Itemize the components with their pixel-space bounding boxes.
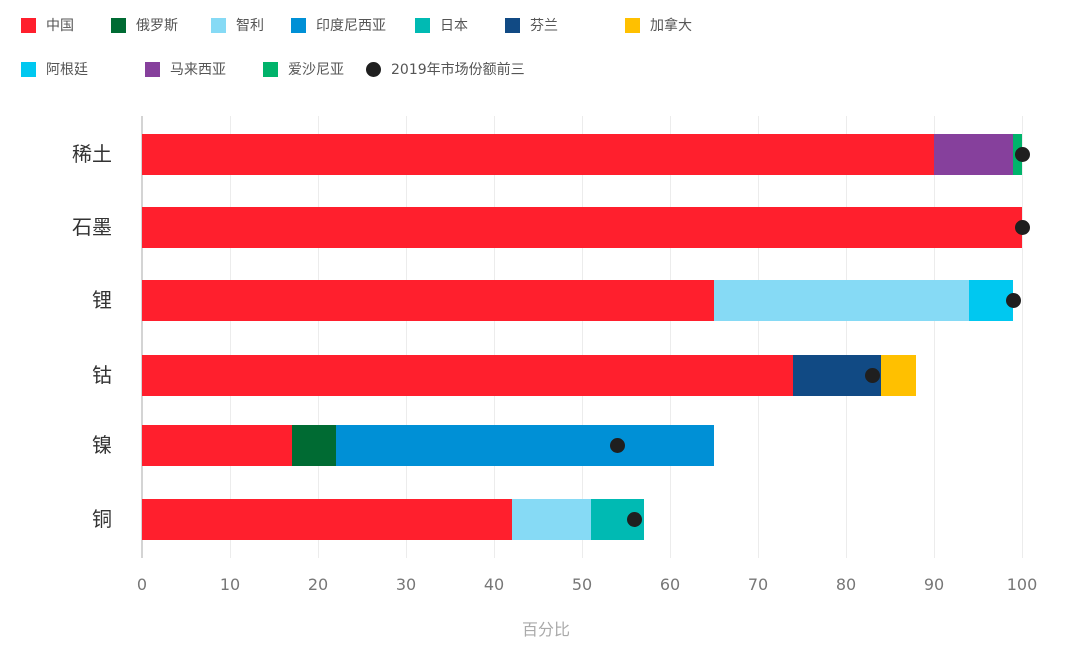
x-axis-title: 百分比 xyxy=(521,620,570,639)
bar-segment[interactable] xyxy=(291,425,336,466)
x-tick-label: 50 xyxy=(571,575,593,594)
legend-label: 中国 xyxy=(46,18,74,34)
legend-label: 爱沙尼亚 xyxy=(288,62,344,78)
legend-swatch-icon xyxy=(111,17,126,33)
gridline xyxy=(582,116,583,558)
legend-label: 智利 xyxy=(236,18,264,34)
top3-marker-icon[interactable] xyxy=(1014,219,1030,235)
gridline xyxy=(1022,116,1023,558)
bar-segment[interactable] xyxy=(142,425,292,466)
legend-item-chile: 智利 xyxy=(211,15,264,35)
category-label: 稀土 xyxy=(72,142,112,166)
legend-label: 阿根廷 xyxy=(46,62,88,78)
gridline xyxy=(230,116,231,558)
bar-segment[interactable] xyxy=(881,355,917,396)
x-tick-label: 20 xyxy=(307,575,329,594)
category-label: 石墨 xyxy=(72,215,112,239)
gridline xyxy=(494,116,495,558)
legend-swatch-icon xyxy=(21,17,36,33)
top3-marker-icon[interactable] xyxy=(1005,292,1021,308)
gridline xyxy=(318,116,319,558)
gridline xyxy=(670,116,671,558)
legend-label: 俄罗斯 xyxy=(136,18,178,34)
gridline xyxy=(406,116,407,558)
category-label: 锂 xyxy=(92,288,112,312)
legend-label: 马来西亚 xyxy=(170,62,226,78)
top3-marker-icon[interactable] xyxy=(1014,146,1030,162)
legend-item-estonia: 爱沙尼亚 xyxy=(263,59,344,79)
bar-segment[interactable] xyxy=(714,280,970,321)
x-tick-label: 100 xyxy=(1006,575,1038,594)
bar-segment[interactable] xyxy=(142,499,512,540)
legend-item-japan: 日本 xyxy=(415,15,468,35)
x-tick-label: 0 xyxy=(136,575,148,594)
legend-swatch-icon xyxy=(21,61,36,77)
legend-item-top3-2019: 2019年市场份额前三 xyxy=(366,59,525,79)
legend-swatch-icon xyxy=(145,61,160,77)
legend-item-russia: 俄罗斯 xyxy=(111,15,178,35)
legend-swatch-icon xyxy=(291,17,306,33)
legend-item-china: 中国 xyxy=(21,15,74,35)
legend-swatch-icon xyxy=(211,17,226,33)
x-tick-label: 40 xyxy=(483,575,505,594)
legend-item-canada: 加拿大 xyxy=(625,15,692,35)
legend-label: 加拿大 xyxy=(650,18,692,34)
gridline xyxy=(934,116,935,558)
legend-label: 印度尼西亚 xyxy=(316,18,386,34)
x-tick-label: 30 xyxy=(395,575,417,594)
gridline xyxy=(846,116,847,558)
legend-swatch-icon xyxy=(625,17,640,33)
legend-item-indonesia: 印度尼西亚 xyxy=(291,15,386,35)
legend-dot-icon xyxy=(366,61,381,77)
bar-segment[interactable] xyxy=(335,425,714,466)
category-label: 钴 xyxy=(92,363,112,387)
category-label: 铜 xyxy=(92,507,112,531)
x-tick-label: 80 xyxy=(835,575,857,594)
legend-label: 日本 xyxy=(440,18,468,34)
legend-swatch-icon xyxy=(263,61,278,77)
legend-item-argentina: 阿根廷 xyxy=(21,59,88,79)
bar-segment[interactable] xyxy=(934,134,1014,175)
x-tick-label: 10 xyxy=(219,575,241,594)
top3-marker-icon[interactable] xyxy=(864,367,880,383)
legend-label: 芬兰 xyxy=(530,18,558,34)
category-label: 镍 xyxy=(92,433,112,457)
legend-item-finland: 芬兰 xyxy=(505,15,558,35)
legend-label: 2019年市场份额前三 xyxy=(391,62,525,78)
bar-segment[interactable] xyxy=(142,207,1022,248)
legend-swatch-icon xyxy=(415,17,430,33)
bar-segment[interactable] xyxy=(142,134,934,175)
top3-marker-icon[interactable] xyxy=(609,437,625,453)
legend-item-malaysia: 马来西亚 xyxy=(145,59,226,79)
bar-segment[interactable] xyxy=(142,280,714,321)
chart-legend: 中国 俄罗斯 智利 印度尼西亚 日本 芬兰 加拿大 阿根廷 马来西亚 爱沙尼亚 … xyxy=(0,0,1080,100)
top3-marker-icon[interactable] xyxy=(627,511,643,527)
x-tick-label: 70 xyxy=(747,575,769,594)
x-tick-label: 90 xyxy=(923,575,945,594)
bar-segment[interactable] xyxy=(511,499,591,540)
bar-segment[interactable] xyxy=(142,355,794,396)
y-axis-line xyxy=(141,116,143,558)
legend-swatch-icon xyxy=(505,17,520,33)
x-tick-label: 60 xyxy=(659,575,681,594)
gridline xyxy=(758,116,759,558)
